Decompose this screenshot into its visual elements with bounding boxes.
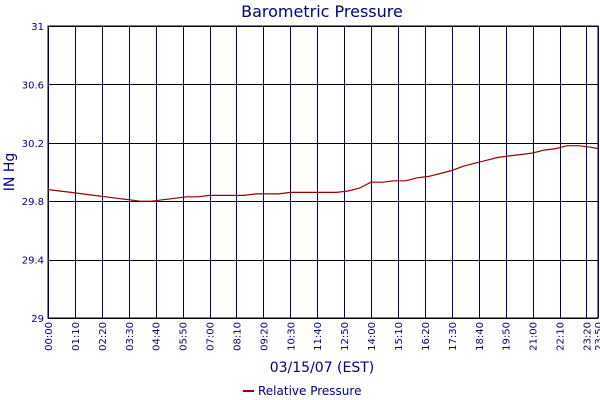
x-tick-label: 12:50 — [340, 322, 351, 351]
x-tick-label: 05:50 — [179, 322, 190, 351]
y-tick-label: 31 — [31, 22, 44, 33]
y-tick-label: 30.2 — [22, 139, 44, 150]
x-tick-label: 23:50 — [594, 322, 600, 351]
x-tick-label: 22:10 — [556, 322, 567, 351]
y-axis-ticks: 29 29.4 29.8 30.2 30.6 31 — [22, 22, 44, 325]
x-tick-label: 09:20 — [259, 322, 270, 351]
x-tick-label: 11:40 — [313, 322, 324, 351]
x-tick-label: 07:00 — [206, 322, 217, 351]
legend: Relative Pressure — [243, 384, 361, 398]
x-tick-label: 10:30 — [286, 322, 297, 351]
x-axis-ticks: 00:00 01:10 02:20 03:30 04:40 05:50 07:00 08:10… — [44, 322, 600, 351]
y-tick-label: 29.4 — [22, 256, 44, 267]
y-axis-label: IN Hg — [2, 153, 18, 191]
x-tick-label: 16:20 — [421, 322, 432, 351]
x-tick-label: 23:20 — [582, 322, 593, 351]
x-tick-label: 19:50 — [502, 322, 513, 351]
chart-title: Barometric Pressure — [241, 2, 403, 21]
x-tick-label: 15:10 — [394, 322, 405, 351]
x-tick-label: 04:40 — [152, 322, 163, 351]
x-tick-label: 08:10 — [232, 322, 243, 351]
x-tick-label: 18:40 — [475, 322, 486, 351]
x-tick-label: 02:20 — [98, 322, 109, 351]
x-axis-label: 03/15/07 (EST) — [270, 360, 375, 376]
series-line-relative-pressure — [47, 145, 599, 202]
plot-area — [47, 25, 599, 319]
y-tick-label: 30.6 — [22, 80, 44, 91]
plot-frame — [47, 25, 599, 319]
y-tick-label: 29.8 — [22, 197, 44, 208]
x-tick-label: 21:00 — [529, 322, 540, 351]
x-tick-label: 01:10 — [71, 322, 82, 351]
x-tick-label: 00:00 — [44, 322, 55, 351]
legend-label-relative-pressure: Relative Pressure — [258, 384, 361, 398]
y-tick-label: 29 — [31, 314, 44, 325]
x-tick-label: 17:30 — [448, 322, 459, 351]
x-tick-label: 03:30 — [125, 322, 136, 351]
x-tick-label: 14:00 — [367, 322, 378, 351]
